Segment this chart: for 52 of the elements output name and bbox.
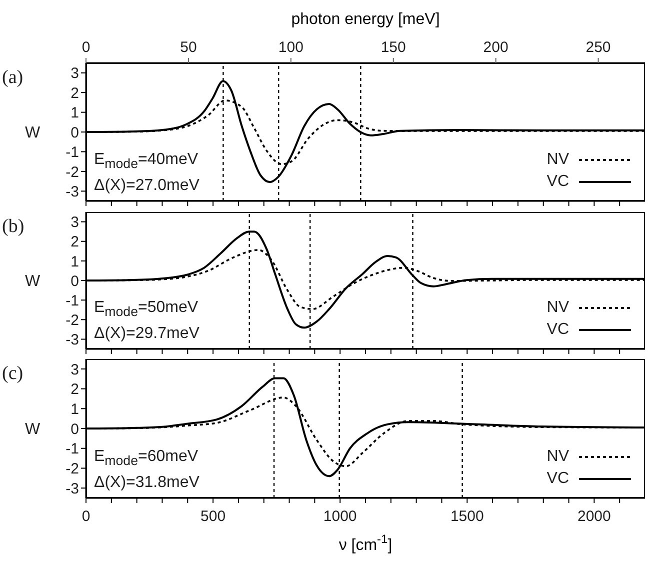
- x-tick-label: 1000: [323, 508, 357, 525]
- legend-label: VC: [546, 320, 569, 340]
- x-tick-label: 0: [82, 508, 90, 525]
- y-tick-label: -2: [66, 164, 79, 181]
- annotation: E$_{mode}$=40meV: [94, 149, 198, 176]
- y-tick-label: -3: [66, 332, 79, 349]
- y-tick-label: 1: [70, 400, 79, 418]
- y-tick-label: 3: [70, 214, 79, 232]
- text: (a): [2, 67, 24, 89]
- y-tick-label: -1: [66, 440, 79, 458]
- y-tick-label: 0: [70, 124, 79, 142]
- y-tick-label: -3: [66, 480, 79, 498]
- legend-label: VC: [546, 469, 569, 489]
- y-tick-label: -1: [66, 144, 79, 162]
- y-tick-label: 3: [70, 65, 79, 82]
- annotation: Δ(X)=27.0meV: [94, 175, 200, 198]
- annotation: E$_{mode}$=50meV: [94, 297, 198, 324]
- legend-label: VC: [546, 172, 569, 192]
- x-tick-label: 500: [200, 508, 226, 525]
- x2-tick-label: 0: [82, 39, 90, 56]
- y-axis-title: W: [25, 273, 41, 290]
- y-tick-label: -1: [66, 292, 79, 310]
- y-axis-title: W: [25, 421, 41, 438]
- annotation: E$_{mode}$=60meV: [94, 446, 198, 472]
- y-tick-label: -2: [66, 460, 79, 478]
- legend-label: NV: [546, 150, 569, 170]
- y-tick-label: 2: [70, 84, 79, 102]
- text: (b): [2, 216, 24, 238]
- annotation: Δ(X)=29.7meV: [94, 323, 200, 346]
- text: (c): [2, 363, 24, 385]
- y-tick-label: 3: [70, 361, 79, 378]
- annotation: Δ(X)=31.8meV: [94, 472, 200, 494]
- y-tick-label: 1: [70, 253, 79, 270]
- x-tick-label: 2000: [577, 508, 611, 525]
- y-tick-label: 2: [70, 234, 79, 251]
- legend-label: NV: [546, 298, 569, 318]
- legend-label: NV: [546, 447, 569, 467]
- x2-tick-label: 100: [278, 39, 304, 56]
- x2-tick-label: 200: [483, 39, 508, 56]
- y-tick-label: 1: [70, 104, 79, 122]
- y-tick-label: -3: [66, 183, 79, 200]
- y-axis-title: W: [25, 124, 41, 142]
- x2-tick-label: 50: [180, 39, 197, 56]
- x-tick-label: 1500: [450, 508, 484, 525]
- y-tick-label: 2: [70, 381, 79, 398]
- y-tick-label: 0: [70, 420, 79, 438]
- x2-tick-label: 250: [586, 39, 611, 56]
- x2-tick-label: 150: [380, 39, 406, 56]
- x2-axis-title: photon energy [meV]: [291, 11, 440, 28]
- y-tick-label: 0: [70, 272, 79, 290]
- x-axis-title: ν [cm$^{-1}$]: [338, 532, 392, 554]
- y-tick-label: -2: [66, 312, 79, 329]
